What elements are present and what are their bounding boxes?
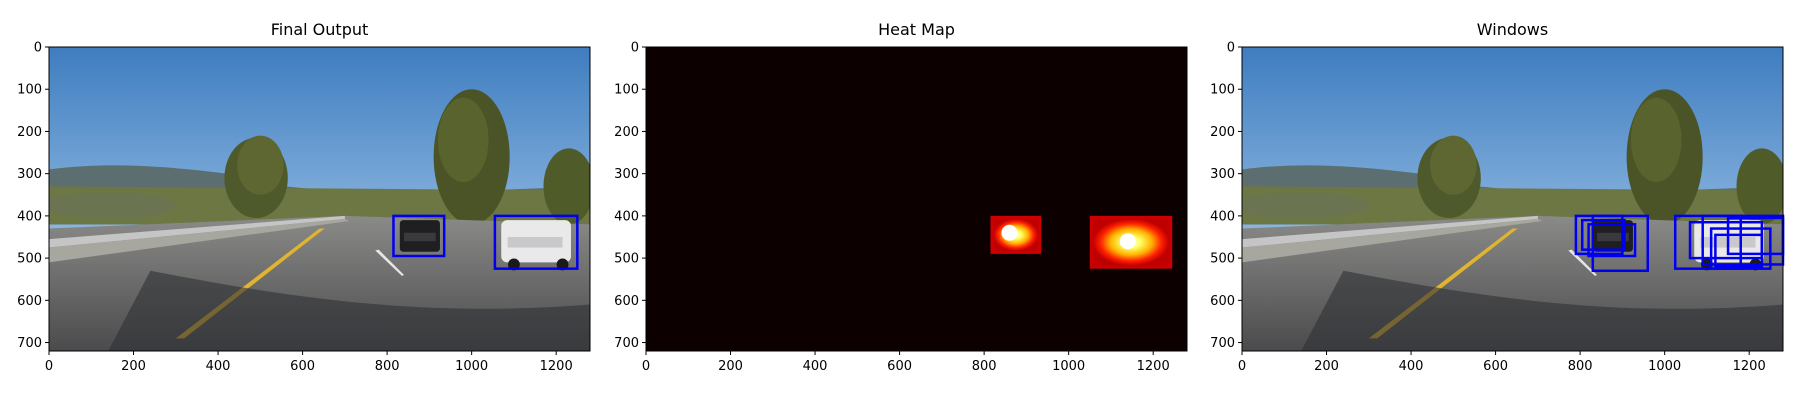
y-tick-label: 500 (614, 252, 639, 267)
x-tick-label: 600 (290, 359, 315, 374)
y-axis: 0 100 200 300 400 500 600 700 (614, 41, 646, 351)
panel-windows: Windows 0 200 400 600 800 1000 1200 0 100 200 300… (1210, 20, 1785, 374)
x-tick-label: 1000 (1648, 359, 1681, 374)
y-tick-label: 500 (1210, 252, 1235, 267)
y-tick-label: 700 (1210, 336, 1235, 351)
detection-box (392, 214, 446, 258)
x-tick-label: 600 (887, 359, 912, 374)
x-tick-label: 1200 (1137, 359, 1170, 374)
y-tick-label: 700 (17, 336, 42, 351)
y-axis: 0 100 200 300 400 500 600 700 (1210, 41, 1242, 351)
x-tick-label: 0 (45, 359, 53, 374)
detection-box (1591, 214, 1649, 273)
detection-box (1709, 227, 1772, 270)
y-tick-label: 300 (1210, 167, 1235, 182)
x-tick-label: 800 (1568, 359, 1593, 374)
y-tick-label: 100 (17, 83, 42, 98)
detection-boxes (392, 214, 579, 270)
panel-heat-map: Heat Map 0 200 400 600 800 1000 1200 0 100 200 30… (614, 20, 1188, 374)
x-tick-label: 1200 (540, 359, 573, 374)
panel-title: Heat Map (878, 20, 955, 39)
y-tick-label: 200 (614, 125, 639, 140)
x-tick-label: 800 (375, 359, 400, 374)
panel-title: Final Output (271, 20, 369, 39)
y-tick-label: 600 (17, 294, 42, 309)
y-tick-label: 0 (34, 41, 42, 56)
road-image (49, 47, 590, 351)
x-axis: 0 200 400 600 800 1000 1200 (642, 351, 1170, 374)
y-tick-label: 500 (17, 252, 42, 267)
x-tick-label: 1000 (1052, 359, 1085, 374)
x-tick-label: 1200 (1733, 359, 1766, 374)
y-tick-label: 100 (614, 83, 639, 98)
x-tick-label: 800 (972, 359, 997, 374)
heatmap-background (646, 47, 1187, 351)
axes-frame (1241, 46, 1784, 352)
x-tick-label: 600 (1483, 359, 1508, 374)
detection-box (493, 214, 579, 270)
detection-box (1714, 233, 1764, 268)
y-tick-label: 300 (614, 167, 639, 182)
y-tick-label: 200 (1210, 125, 1235, 140)
heat-blobs (990, 215, 1173, 269)
x-tick-label: 200 (1314, 359, 1339, 374)
x-tick-label: 0 (1238, 359, 1246, 374)
axes-frame (48, 46, 591, 352)
x-tick-label: 400 (803, 359, 828, 374)
panel-title: Windows (1477, 20, 1548, 39)
y-tick-label: 600 (614, 294, 639, 309)
x-tick-label: 400 (206, 359, 231, 374)
y-tick-label: 100 (1210, 83, 1235, 98)
y-tick-label: 200 (17, 125, 42, 140)
road-image (1242, 47, 1783, 351)
heat-peak (1119, 233, 1136, 250)
y-axis: 0 100 200 300 400 500 600 700 (17, 41, 49, 351)
window-boxes (1574, 214, 1785, 273)
y-tick-label: 0 (631, 41, 639, 56)
x-tick-label: 400 (1399, 359, 1424, 374)
x-axis: 0 200 400 600 800 1000 1200 (45, 351, 573, 374)
detection-box (1587, 223, 1637, 258)
x-tick-label: 200 (718, 359, 743, 374)
x-axis: 0 200 400 600 800 1000 1200 (1238, 351, 1766, 374)
axes-frame (645, 46, 1188, 352)
y-tick-label: 400 (1210, 209, 1235, 224)
x-tick-label: 1000 (455, 359, 488, 374)
x-tick-label: 0 (642, 359, 650, 374)
y-tick-label: 300 (17, 167, 42, 182)
panel-final-output: Final Output 0 200 400 600 800 1000 1200 0 100 2… (17, 20, 591, 374)
x-tick-label: 200 (121, 359, 146, 374)
y-tick-label: 0 (1227, 41, 1235, 56)
heat-peak (1001, 224, 1018, 241)
y-tick-label: 700 (614, 336, 639, 351)
y-tick-label: 400 (614, 209, 639, 224)
y-tick-label: 400 (17, 209, 42, 224)
y-tick-label: 600 (1210, 294, 1235, 309)
detection-box (1580, 218, 1626, 251)
